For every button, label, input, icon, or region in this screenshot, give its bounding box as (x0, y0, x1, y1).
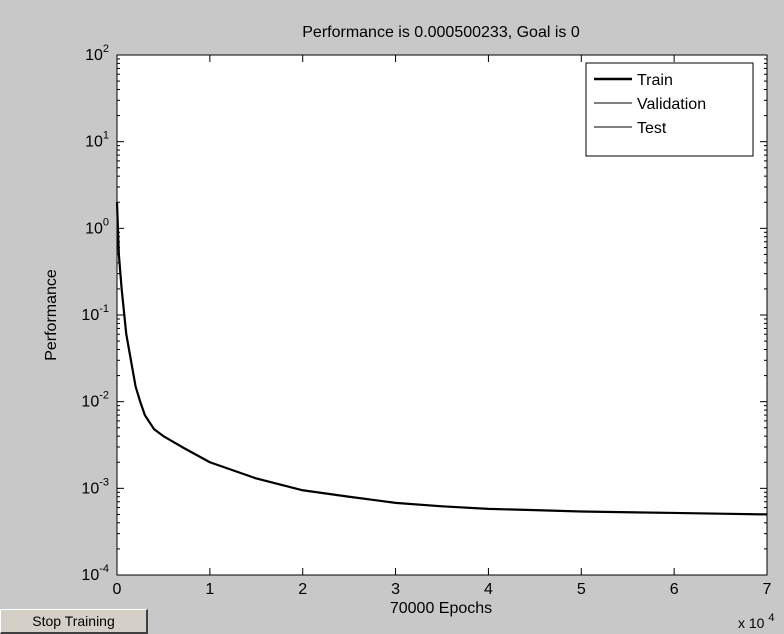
x-tick-label: 2 (298, 581, 307, 598)
legend: Train Validation Test (585, 62, 754, 157)
y-tick-exponent: 2 (103, 43, 109, 55)
x-axis-multiplier: x 10 4 (738, 612, 774, 631)
y-tick-exponent: 1 (103, 130, 109, 142)
y-tick-label: 102 (85, 43, 109, 64)
x-tick-label: 7 (763, 581, 772, 598)
legend-label: Validation (637, 96, 706, 113)
x-tick-label: 6 (670, 581, 679, 598)
y-tick-label: 10-4 (81, 563, 109, 584)
y-tick-base: 10 (85, 134, 103, 151)
y-tick-label: 10-2 (81, 390, 109, 411)
y-tick-base: 10 (81, 394, 99, 411)
y-tick-base: 10 (81, 567, 99, 584)
y-tick-base: 10 (85, 47, 103, 64)
y-tick-exponent: -4 (99, 563, 109, 575)
y-tick-base: 10 (85, 220, 103, 237)
chart-title: Performance is 0.000500233, Goal is 0 (302, 24, 580, 41)
x-axis: 0 1 2 3 4 5 6 7 (113, 55, 772, 598)
x-tick-label: 0 (113, 581, 122, 598)
y-tick-label: 10-1 (81, 303, 109, 324)
legend-label: Test (637, 120, 667, 137)
y-tick-label: 100 (85, 216, 109, 237)
stop-training-button[interactable]: Stop Training (0, 609, 148, 634)
x-tick-label: 5 (577, 581, 586, 598)
y-tick-label: 10-3 (81, 476, 109, 497)
y-tick-base: 10 (81, 307, 99, 324)
x-axis-multiplier-base: x 10 (738, 615, 765, 631)
series-line-train (115, 202, 768, 516)
y-tick-exponent: -2 (99, 390, 109, 402)
y-tick-exponent: -3 (99, 476, 109, 488)
y-tick-base: 10 (81, 480, 99, 497)
x-axis-multiplier-exponent: 4 (768, 612, 774, 624)
y-tick-exponent: 0 (103, 216, 109, 228)
x-tick-label: 3 (391, 581, 400, 598)
x-tick-label: 1 (205, 581, 214, 598)
series-layer (115, 202, 768, 516)
y-axis-label: Performance (43, 269, 60, 361)
x-tick-label: 4 (484, 581, 493, 598)
x-axis-label: 70000 Epochs (390, 600, 492, 617)
legend-label: Train (637, 72, 673, 89)
y-tick-exponent: -1 (99, 303, 109, 315)
y-tick-label: 101 (85, 130, 109, 151)
